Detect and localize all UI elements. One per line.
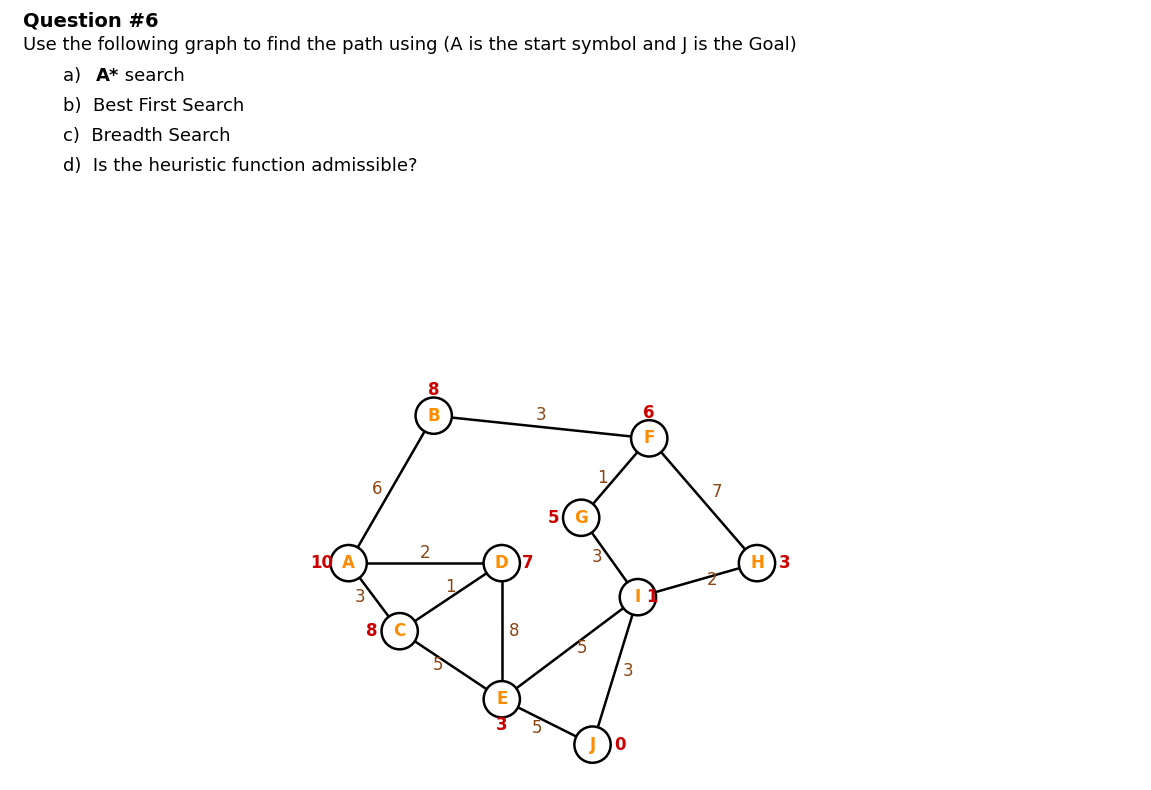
Text: b)  Best First Search: b) Best First Search [63,97,244,115]
Text: 5: 5 [532,719,542,736]
Text: c)  Breadth Search: c) Breadth Search [63,127,231,145]
Text: 6: 6 [372,480,382,498]
Text: search: search [119,67,184,85]
Circle shape [631,420,668,457]
Text: A*: A* [96,67,119,85]
Text: 3: 3 [623,662,633,680]
Text: 0: 0 [613,735,625,754]
Text: 7: 7 [521,554,533,572]
Text: C: C [394,623,406,640]
Circle shape [574,727,611,763]
Text: G: G [574,509,588,527]
Circle shape [416,397,452,434]
Circle shape [619,579,656,615]
Text: 2: 2 [707,571,717,589]
Text: 8: 8 [509,623,519,640]
Text: 3: 3 [496,716,508,734]
Circle shape [563,499,600,536]
Text: 3: 3 [536,405,547,423]
Text: 7: 7 [712,483,723,501]
Text: 1: 1 [445,578,456,596]
Text: B: B [427,407,440,425]
Text: F: F [643,429,655,447]
Text: I: I [635,589,641,606]
Text: Use the following graph to find the path using (A is the start symbol and J is t: Use the following graph to find the path… [23,36,796,54]
Text: 1: 1 [647,589,658,606]
Text: 6: 6 [643,404,655,422]
Text: E: E [496,690,508,709]
Circle shape [739,545,775,581]
Text: D: D [495,554,509,572]
Text: A: A [342,554,355,572]
Text: Question #6: Question #6 [23,12,159,31]
Text: 5: 5 [433,656,443,674]
Circle shape [381,613,418,649]
Circle shape [483,545,520,581]
Text: 5: 5 [548,509,559,527]
Text: 3: 3 [778,554,790,572]
Text: 2: 2 [420,544,430,562]
Text: 8: 8 [366,623,378,640]
Text: 1: 1 [597,469,608,487]
Text: 3: 3 [355,589,365,606]
Text: H: H [750,554,764,572]
Circle shape [330,545,367,581]
Text: a): a) [63,67,93,85]
Circle shape [483,681,520,717]
Text: 3: 3 [592,548,602,566]
Text: 5: 5 [577,639,587,657]
Text: 10: 10 [310,554,333,572]
Text: d)  Is the heuristic function admissible?: d) Is the heuristic function admissible? [63,157,418,175]
Text: J: J [589,735,595,754]
Text: 8: 8 [428,381,440,399]
